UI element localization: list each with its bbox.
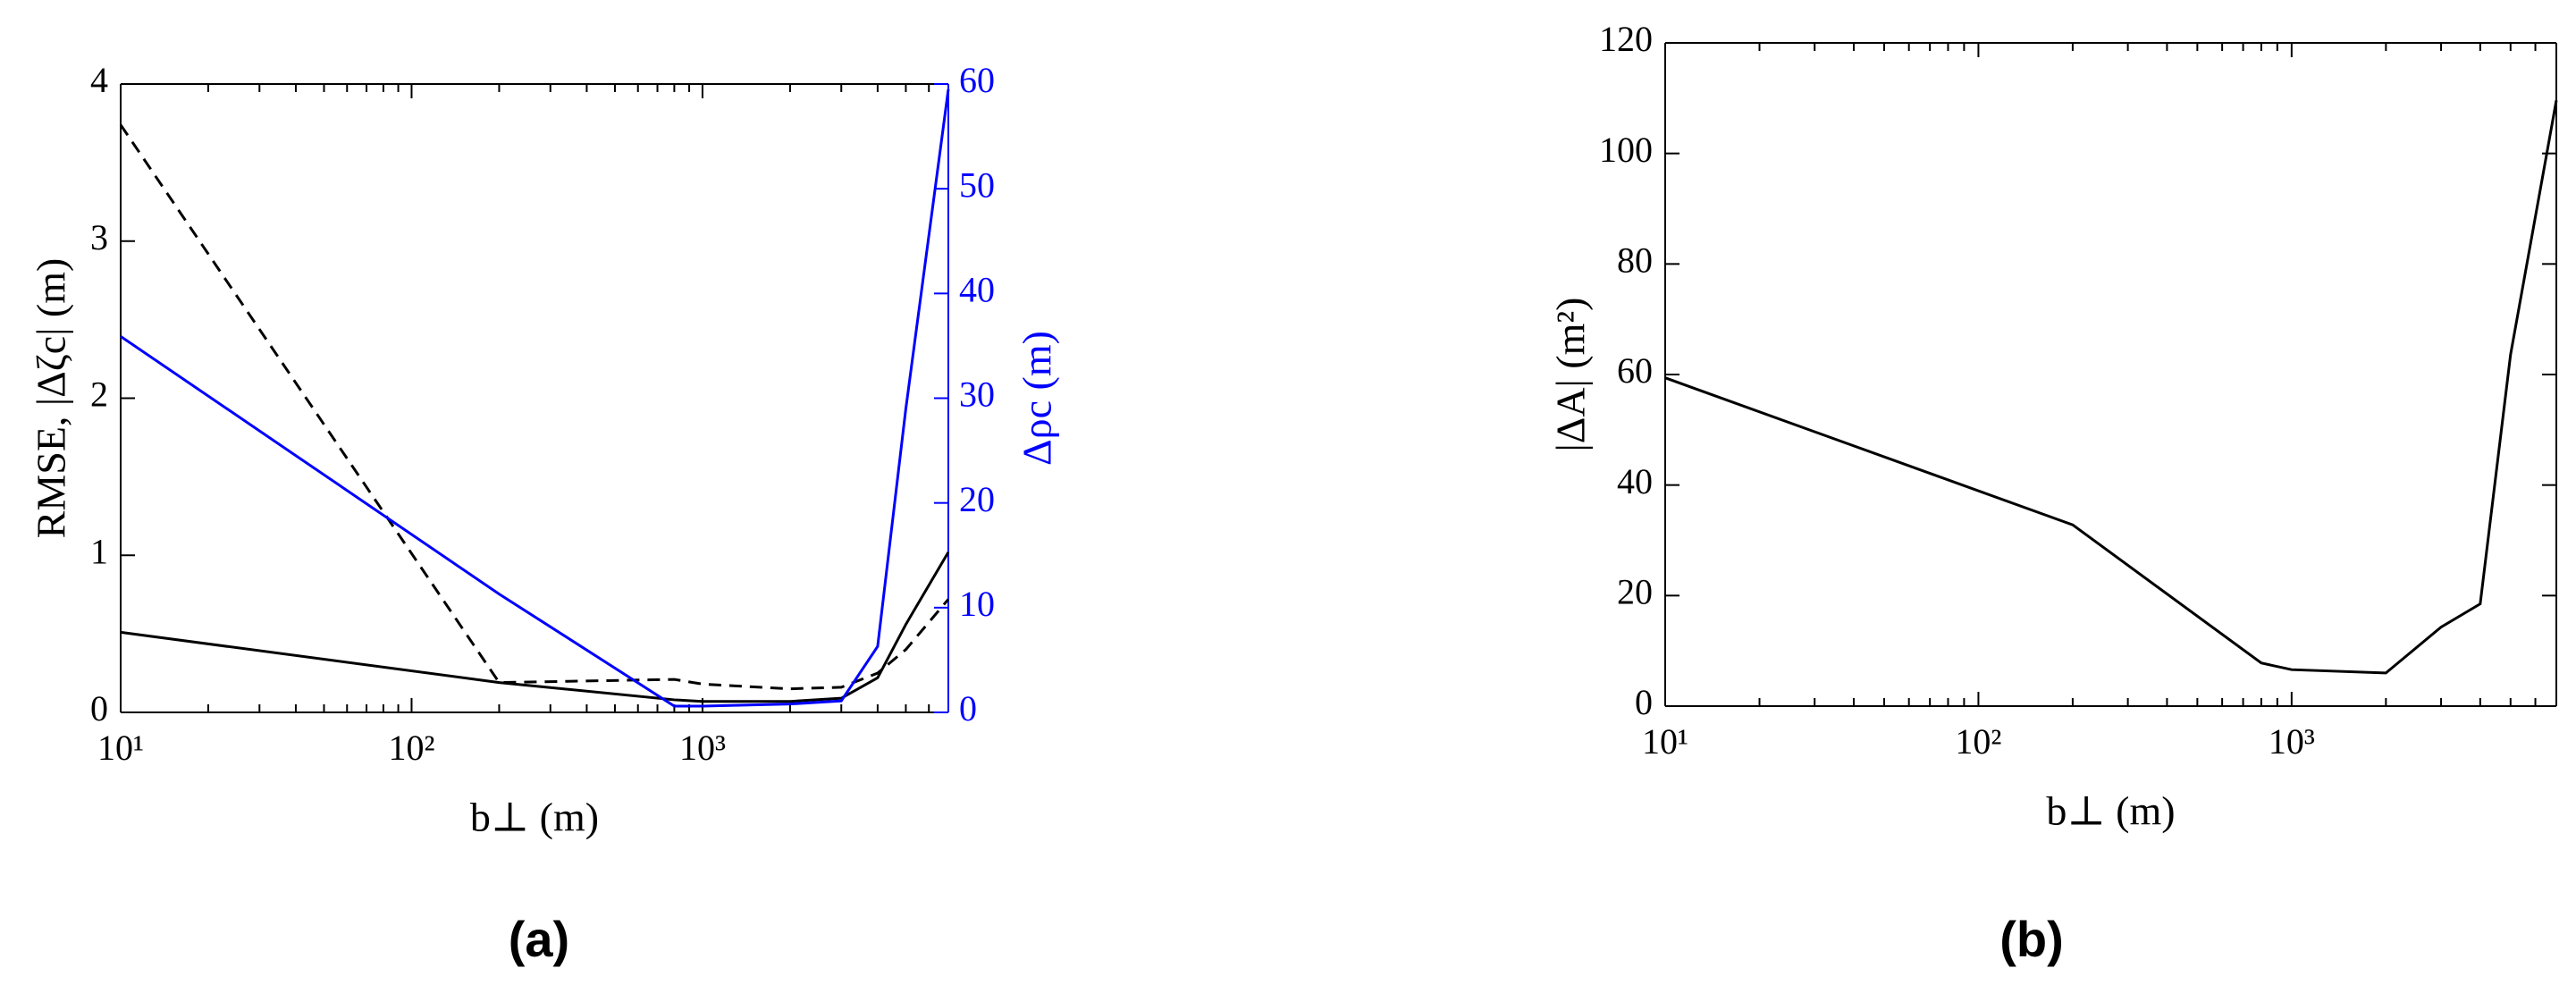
- y2-tick-label: 20: [959, 479, 995, 519]
- y2-axis-label: Δρc (m): [1014, 331, 1060, 466]
- y-tick-label: 80: [1617, 240, 1653, 281]
- y-tick-label: 120: [1599, 19, 1653, 59]
- data-line: [1664, 100, 2558, 675]
- y-tick-label: 100: [1599, 130, 1653, 170]
- y-axis-label: |ΔA| (m²): [1548, 298, 1594, 452]
- y-tick-label: 4: [90, 60, 108, 100]
- x-tick-label: 10²: [1955, 721, 2001, 762]
- y2-tick-label: 0: [959, 688, 977, 728]
- panel-label: (b): [1999, 911, 2064, 967]
- data-line: [119, 123, 950, 691]
- y2-tick-label: 60: [959, 60, 995, 100]
- x-tick-label: 10¹: [1642, 721, 1688, 762]
- y2-tick-label: 40: [959, 270, 995, 310]
- x-tick-label: 10³: [679, 728, 726, 768]
- y2-tick-label: 10: [959, 584, 995, 624]
- y-tick-label: 0: [1635, 682, 1653, 722]
- x-tick-label: 10²: [388, 728, 434, 768]
- y2-tick-label: 50: [959, 164, 995, 205]
- x-tick-label: 10¹: [97, 728, 144, 768]
- y-tick-label: 40: [1617, 461, 1653, 501]
- y2-tick-label: 30: [959, 375, 995, 415]
- y-tick-label: 20: [1617, 572, 1653, 612]
- y-tick-label: 2: [90, 375, 108, 415]
- y-tick-label: 0: [90, 688, 108, 728]
- panel-label: (a): [509, 911, 569, 967]
- data-line: [120, 551, 950, 703]
- x-tick-label: 10³: [2269, 721, 2315, 762]
- y-tick-label: 1: [90, 531, 108, 571]
- y-tick-label: 3: [90, 217, 108, 257]
- x-axis-label: b⊥ (m): [470, 795, 599, 840]
- y-tick-label: 60: [1617, 350, 1653, 391]
- y-axis-label: RMSE, |Δζc| (m): [29, 258, 74, 539]
- data-line: [120, 88, 950, 708]
- x-axis-label: b⊥ (m): [2046, 788, 2175, 834]
